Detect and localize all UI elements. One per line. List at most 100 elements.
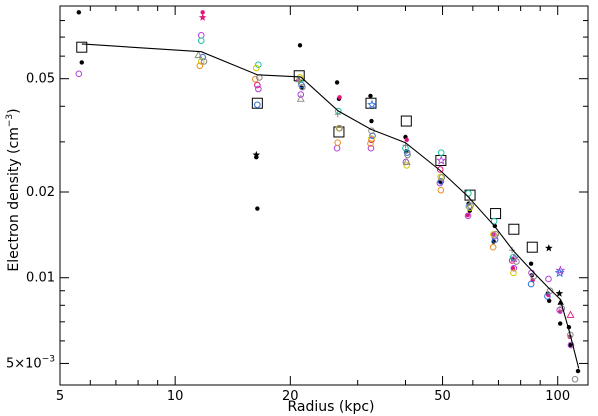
x-axis-label: Radius (kpc) [287,399,374,415]
y-tick-label: 0.02 [26,185,55,200]
data-point-open-circle [490,231,497,238]
data-point-open-circle [492,231,500,238]
data-point-open-circle [196,62,204,70]
data-point-open-triangle [296,94,305,102]
y-tick-label: 0.05 [26,72,55,87]
data-point-open-circle [567,331,574,339]
data-point-open-circle [489,243,497,251]
data-point-open-circle [368,135,375,142]
x-tick-label: 20 [282,389,299,404]
data-point-open-circle [438,174,446,181]
data-point-open-square [76,41,88,53]
data-point-open-circle [509,253,517,261]
data-point-open-circle [403,162,411,169]
data-point-filled-circle [337,95,342,100]
data-point-open-circle [546,287,554,295]
data-point-open-square [400,115,412,127]
y-tick-label-text: 5×10 [6,356,42,371]
data-point-filled-circle [528,261,534,266]
data-point-filled-circle [369,118,374,124]
x-tick-label: 50 [434,389,451,404]
y-tick-label-text: 0.05 [26,72,55,87]
data-point-filled-star [198,13,207,21]
data-point-filled-circle [510,266,516,271]
data-point-open-star [554,267,565,278]
data-point-filled-circle [76,10,82,15]
y-tick-label-exponent: −3 [42,354,55,364]
y-axis-label-close: ) [6,108,22,113]
y-axis-label: Electron density (cm−3) [5,108,22,271]
data-point-open-circle [367,140,374,147]
data-point-filled-circle [575,368,581,374]
data-point-open-circle [510,269,517,277]
y-axis-label-text: Electron density (cm [6,127,22,271]
data-point-plus [334,111,341,118]
data-point-open-circle [437,186,445,194]
data-point-filled-circle [404,137,409,143]
data-point-open-star [555,265,566,275]
data-point-open-square [508,223,520,235]
data-point-open-circle [571,375,579,383]
data-point-open-triangle [566,310,575,318]
x-tick-label: 100 [545,389,570,404]
data-point-filled-circle [255,206,260,211]
profile-line [81,43,580,369]
data-point-filled-circle [200,10,205,15]
y-tick-label: 5×10−3 [6,354,55,371]
data-point-open-circle [527,280,535,288]
chart-marks-layer [75,10,581,383]
data-point-open-circle [255,61,262,68]
data-point-filled-circle [334,80,340,85]
data-point-filled-circle [79,60,84,65]
data-point-open-circle [254,101,261,109]
data-point-open-square [251,97,263,109]
data-point-open-circle [437,178,445,185]
data-point-plus [295,78,302,85]
data-point-plus [509,247,516,254]
x-tick-label: 10 [167,389,184,404]
data-point-filled-circle [546,298,552,303]
y-tick-label-text: 0.02 [26,185,55,200]
data-point-open-circle [197,58,205,65]
data-point-filled-star [252,150,261,159]
y-tick-label-text: 0.01 [26,271,55,286]
data-point-open-circle [530,273,537,280]
data-point-open-circle [200,58,208,65]
data-point-open-circle [333,144,341,152]
data-point-open-circle [336,124,343,132]
data-point-open-circle [467,202,474,210]
data-point-open-circle [513,258,520,265]
data-point-open-circle [491,232,498,240]
data-point-filled-circle [567,342,573,348]
data-point-open-circle [254,81,261,89]
data-point-open-square [490,208,502,220]
data-point-open-circle [436,166,444,173]
data-point-open-triangle [194,50,203,59]
data-point-filled-star [555,289,564,297]
y-tick-label: 0.01 [26,271,55,286]
data-point-filled-circle [368,93,373,99]
data-point-open-circle [297,91,305,98]
data-point-open-triangle [402,157,411,165]
data-point-open-circle [197,32,205,39]
data-point-open-circle [545,275,552,283]
data-point-open-circle [465,189,472,197]
x-tick-label: 5 [56,389,64,404]
data-point-open-circle [252,75,259,83]
data-point-open-circle [544,293,551,300]
data-point-open-star [436,155,447,165]
data-point-open-circle [296,74,304,81]
data-point-open-circle [367,144,375,152]
data-point-filled-circle [557,321,563,326]
data-point-open-circle [75,70,83,78]
data-point-open-circle [510,264,518,272]
data-point-open-circle [464,212,472,220]
data-point-open-circle [437,149,445,156]
data-point-open-circle [490,217,498,225]
data-point-open-circle [299,83,306,91]
y-axis-label-exponent: −3 [5,114,15,127]
data-point-filled-circle [297,43,303,48]
data-point-open-circle [197,37,205,44]
